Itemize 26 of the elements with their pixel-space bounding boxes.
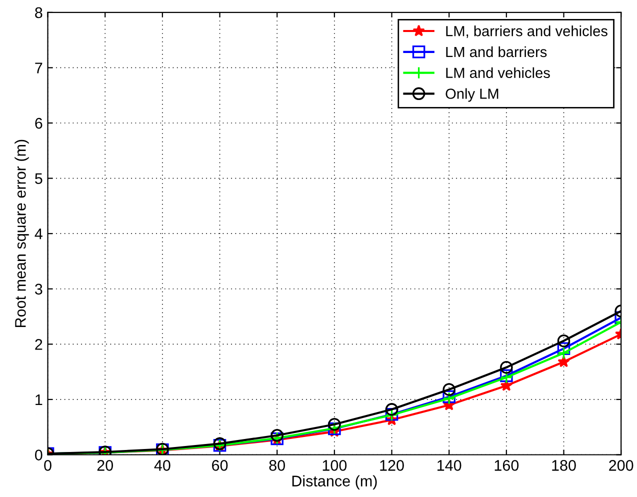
x-tick-label: 100 — [322, 460, 347, 471]
y-tick-label: 6 — [35, 118, 42, 129]
x-axis-title: Distance (m) — [292, 475, 377, 490]
legend-label: LM and barriers — [446, 46, 547, 58]
y-tick-label: 3 — [35, 284, 42, 295]
x-tick-label: 20 — [97, 460, 114, 471]
x-tick-label: 40 — [154, 460, 170, 471]
x-tick-label: 60 — [212, 460, 228, 471]
y-tick-label: 4 — [34, 228, 42, 240]
x-tick-label: 80 — [269, 460, 285, 471]
y-tick-label: 2 — [35, 339, 42, 350]
legend-label: LM, barriers and vehicles — [446, 26, 608, 38]
x-tick-label: 160 — [494, 460, 519, 471]
y-tick-label: 1 — [36, 394, 42, 405]
y-tick-label: 8 — [35, 7, 42, 18]
y-tick-label: 5 — [35, 173, 42, 184]
legend-label: Only LM — [446, 88, 498, 102]
y-tick-label: 0 — [35, 450, 42, 460]
y-axis-title: Root mean square error (m) — [14, 140, 29, 327]
x-tick-label: 140 — [438, 460, 462, 471]
legend-label: LM and vehicles — [446, 67, 550, 78]
x-tick-label: 0 — [44, 460, 52, 471]
x-tick-label: 120 — [380, 460, 404, 471]
x-tick-label: 200 — [609, 460, 634, 471]
x-tick-label: 180 — [552, 460, 576, 471]
y-tick-label: 7 — [35, 62, 42, 74]
